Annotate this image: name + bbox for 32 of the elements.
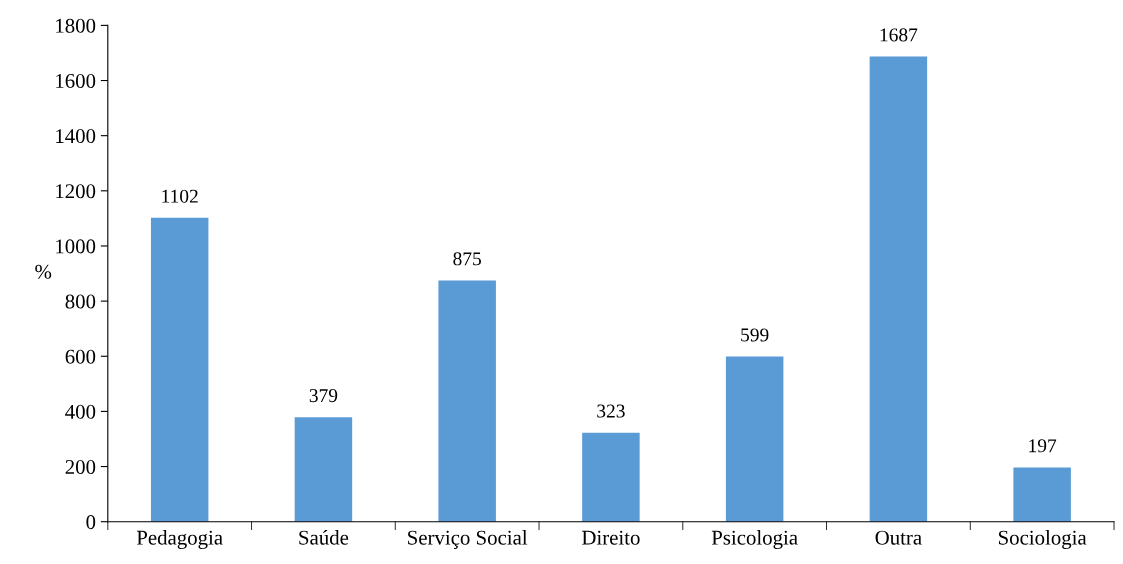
y-tick-label: 1800 [56,18,96,33]
bar [1013,467,1071,522]
y-tick-label: 1000 [56,239,96,254]
y-tick-label: 0 [86,515,96,530]
x-tick-label: Psicologia [711,530,798,549]
data-label: 197 [1029,439,1057,453]
bar [725,356,784,522]
data-label: 379 [309,389,338,403]
y-tick-label: 800 [65,294,96,309]
bar [869,56,928,522]
bar [150,217,209,522]
y-axis-title: % [35,264,52,279]
y-tick-label: 600 [65,349,96,364]
bar [582,432,640,522]
y-tick-label: 1400 [56,129,96,144]
x-tick-label: Serviço Social [408,530,528,549]
x-tick-label: Outra [875,530,922,545]
y-tick-label: 200 [65,459,96,474]
y-tick-label: 400 [65,404,96,419]
data-label: 323 [597,404,625,418]
y-tick-label: 1600 [56,73,96,88]
data-label: 875 [453,252,481,266]
bar [438,280,496,522]
x-tick-label: Direito [582,530,640,545]
bar [294,417,353,522]
x-tick-label: Sociologia [998,530,1087,549]
data-label: 1102 [162,189,198,203]
y-tick-label: 1200 [56,184,96,199]
data-label: 1687 [880,28,918,42]
x-tick-label: Pedagogia [136,530,223,549]
x-tick-label: Saúde [299,530,349,545]
data-label: 599 [741,328,769,342]
